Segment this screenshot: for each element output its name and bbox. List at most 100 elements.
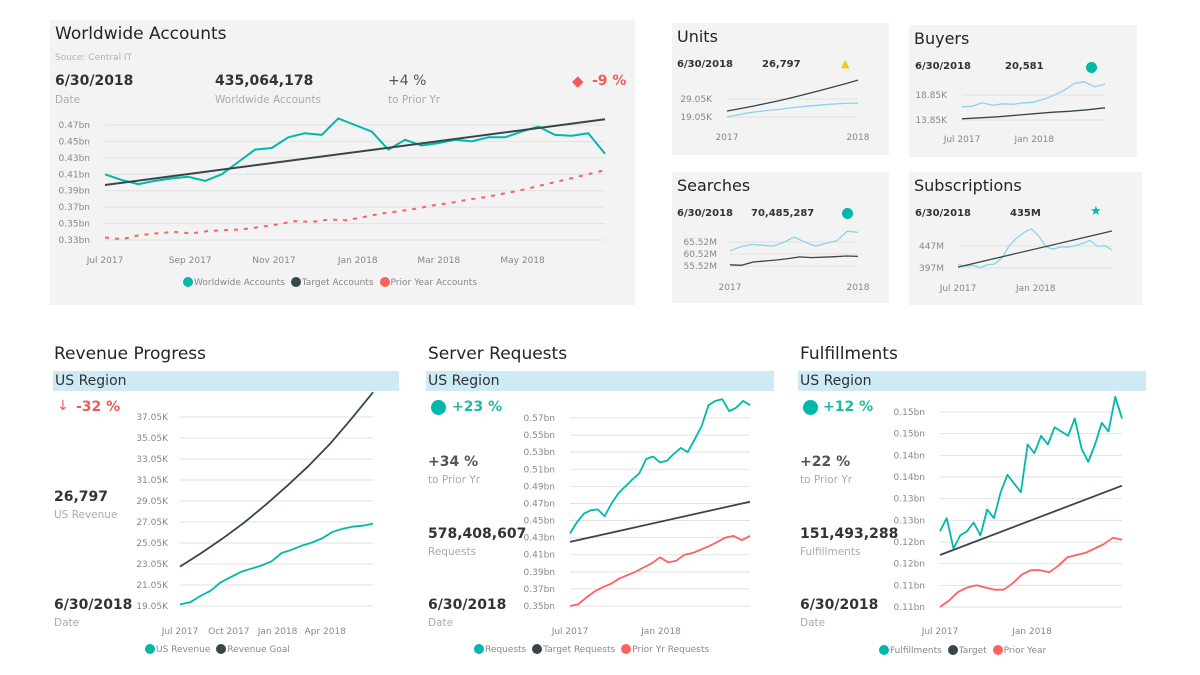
kpi-value: 26,797 (762, 59, 801, 70)
y-tick-label: 0.14bn (894, 473, 925, 483)
y-tick-label: 0.47bn (524, 499, 555, 509)
legend-item[interactable]: Target Accounts (290, 277, 374, 288)
kpi-date: 6/30/2018 (677, 59, 734, 70)
legend-label: Requests (485, 645, 527, 655)
card-title: Searches (677, 176, 751, 195)
x-tick-label: Oct 2017 (208, 627, 249, 637)
y-tick-label: 25.05K (136, 539, 169, 549)
y-tick-label: 0.35bn (59, 220, 90, 230)
revenue-goal-line (179, 391, 374, 568)
requests-line (569, 398, 751, 534)
kpi-date: 6/30/2018 (428, 597, 507, 613)
kpi-change: +22 % (800, 454, 851, 470)
x-tick-label: 2018 (847, 133, 870, 143)
y-tick-label: 35.05K (136, 434, 169, 444)
y-tick-label: 60.52M (683, 250, 717, 260)
units-card[interactable] (672, 23, 889, 155)
y-tick-label: 0.11bn (894, 603, 925, 613)
x-tick-label: Jan 2018 (1013, 135, 1054, 145)
legend-item[interactable]: Target Requests (532, 644, 615, 655)
chart-legend: Worldwide Accounts Target Accounts Prior… (183, 277, 477, 288)
legend-label: Prior Year (1003, 646, 1047, 656)
y-tick-label: 29.05K (136, 497, 169, 507)
kpi-change-label: to Prior Yr (428, 474, 481, 486)
x-tick-label: Nov 2017 (252, 256, 295, 266)
x-tick-label: 2018 (847, 283, 870, 293)
y-tick-label: 0.14bn (894, 451, 925, 461)
chart-legend: Fulfillments Target Prior Year (879, 645, 1046, 656)
kpi-value-label: Worldwide Accounts (215, 94, 321, 106)
star-icon: ★ (1090, 204, 1102, 219)
region-band: US Region (426, 371, 774, 391)
legend-label: Worldwide Accounts (194, 278, 285, 288)
chart-legend: Requests Target Requests Prior Yr Reques… (474, 644, 709, 655)
x-tick-label: Jul 2017 (921, 627, 959, 637)
kpi-date-label: Date (800, 617, 826, 629)
kpi-value-label: Fulfillments (800, 546, 861, 558)
worldwide-accounts-card[interactable] (50, 20, 635, 305)
y-tick-label: 0.35bn (524, 602, 555, 612)
prior-year-accounts-line (104, 169, 606, 241)
searches-card[interactable] (672, 172, 889, 303)
legend-dot-icon (216, 644, 227, 654)
card-title: Buyers (914, 29, 970, 48)
y-tick-label: 0.11bn (894, 581, 925, 591)
diamond-icon: ◆ (572, 72, 584, 90)
y-tick-label: 0.15bn (894, 430, 925, 440)
kpi-change: +34 % (428, 454, 479, 470)
legend-item[interactable]: Prior Year (992, 645, 1047, 656)
legend-item[interactable]: Revenue Goal (216, 644, 290, 655)
kpi-date: 6/30/2018 (915, 61, 972, 72)
y-tick-label: 21.05K (136, 581, 169, 591)
legend-dot-icon (879, 645, 889, 655)
fulfillments-line (939, 395, 1123, 550)
buyers-card[interactable] (909, 25, 1137, 157)
x-tick-label: Jul 2017 (161, 627, 199, 637)
y-tick-label: 65.52M (683, 238, 717, 248)
y-tick-label: 0.45bn (59, 137, 90, 147)
region-band: US Region (53, 371, 399, 391)
x-tick-label: Mar 2018 (417, 256, 460, 266)
kpi-date: 6/30/2018 (677, 208, 734, 219)
legend-item[interactable]: Prior Yr Requests (621, 644, 709, 655)
y-tick-label: 33.05K (136, 455, 169, 465)
subscriptions-series-0-line (957, 228, 1113, 269)
kpi-date: 6/30/2018 (915, 208, 972, 219)
legend-label: Revenue Goal (227, 645, 290, 655)
legend-item[interactable]: Requests (474, 644, 526, 655)
kpi-status: -9 % (592, 73, 627, 89)
y-tick-label: 0.39bn (524, 568, 555, 578)
legend-dot-icon (947, 645, 958, 655)
legend-item[interactable]: Target (947, 645, 987, 656)
y-tick-label: 0.41bn (59, 170, 90, 180)
y-tick-label: 55.52M (683, 262, 717, 272)
units-series-0-line (726, 102, 859, 118)
y-tick-label: 0.13bn (894, 516, 925, 526)
y-tick-label: 0.12bn (894, 560, 925, 570)
subscriptions-card[interactable] (909, 172, 1142, 305)
legend-item[interactable]: Fulfillments (879, 645, 942, 656)
triangle-warning-icon: ▲ (841, 57, 850, 70)
kpi-value: 578,408,607 (428, 526, 527, 542)
legend-item[interactable]: Worldwide Accounts (183, 277, 285, 288)
y-tick-label: 18.85K (915, 91, 948, 101)
card-title: Subscriptions (914, 176, 1022, 195)
kpi-value: 435M (1010, 208, 1041, 219)
prior-year-line (939, 536, 1123, 608)
legend-dot-icon (379, 277, 390, 287)
x-tick-label: Apr 2018 (305, 627, 347, 637)
y-tick-label: 19.05K (680, 113, 713, 123)
kpi-change-label: to Prior Yr (800, 474, 853, 486)
card-title: Revenue Progress (54, 344, 206, 364)
legend-item[interactable]: US Revenue (145, 644, 210, 655)
legend-label: Target Accounts (301, 278, 374, 288)
y-tick-label: 0.39bn (59, 187, 90, 197)
y-tick-label: 0.41bn (524, 551, 555, 561)
subscriptions-series-1-line (957, 230, 1113, 268)
y-tick-label: 0.13bn (894, 495, 925, 505)
legend-label: US Revenue (156, 645, 211, 655)
y-tick-label: 0.55bn (524, 431, 555, 441)
y-tick-label: 0.43bn (59, 154, 90, 164)
legend-item[interactable]: Prior Year Accounts (379, 277, 477, 288)
